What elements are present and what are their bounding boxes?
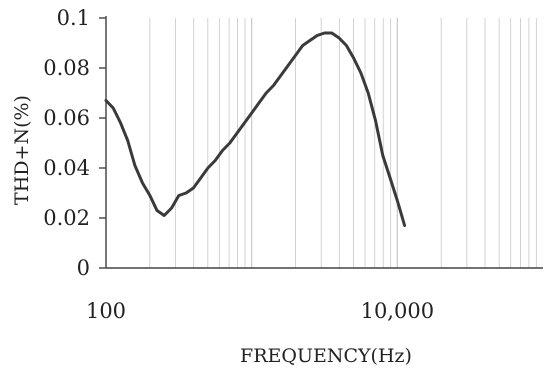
thd-series-line — [104, 31, 407, 227]
axes — [99, 16, 543, 269]
y-tick-label: 0.04 — [43, 156, 90, 180]
y-tick-label: 0.06 — [43, 106, 90, 130]
y-axis-label: THD+N(%) — [11, 95, 33, 205]
y-tick-label: 0.08 — [43, 56, 90, 80]
y-tick-labels: 0 0.02 0.04 0.06 0.08 0.1 — [43, 6, 90, 280]
x-tick-labels: 100 10,000 — [86, 299, 434, 323]
grid-lines — [105, 18, 537, 268]
y-tick-label: 0.02 — [43, 206, 90, 230]
x-tick-label: 100 — [86, 299, 126, 323]
x-tick-label: 10,000 — [361, 299, 434, 323]
y-tick-label: 0.1 — [57, 6, 90, 30]
y-tick-label: 0 — [77, 256, 90, 280]
x-axis-label: FREQUENCY(Hz) — [240, 345, 412, 367]
